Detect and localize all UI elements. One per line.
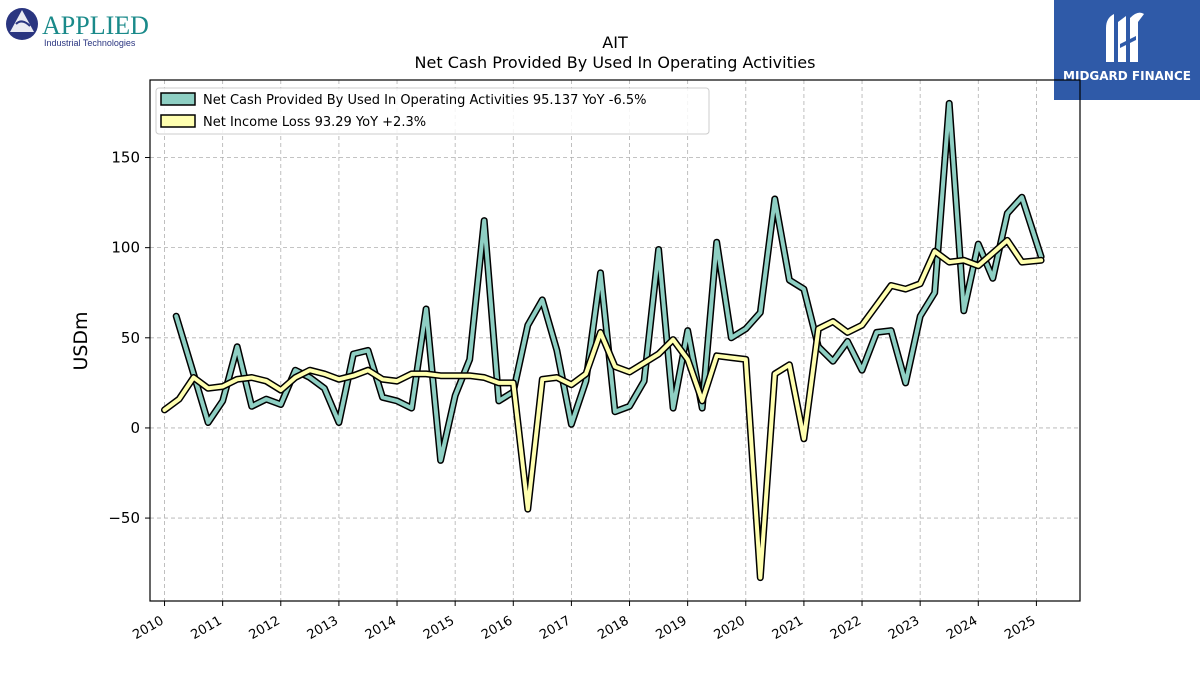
legend-swatch-net-income xyxy=(160,114,196,128)
grid-lines xyxy=(150,80,1080,601)
plot-frame xyxy=(149,79,1081,602)
x-tick-label: 2023 xyxy=(886,613,922,643)
chart-subtitle: Net Cash Provided By Used In Operating A… xyxy=(415,53,816,72)
x-tick-label: 2013 xyxy=(305,613,341,643)
legend-swatch-operating-cash xyxy=(160,92,196,106)
midgard-logo-name: MIDGARD FINANCE xyxy=(1063,69,1191,83)
legend-box xyxy=(155,87,710,135)
x-tick-label: 2018 xyxy=(595,613,631,643)
midgard-emblem-icon xyxy=(1106,12,1144,63)
y-axis-label: USDm xyxy=(70,311,92,370)
y-tick-label: −50 xyxy=(108,509,140,527)
applied-logo-name: APPLIED xyxy=(42,11,149,40)
applied-logo-tagline: Industrial Technologies xyxy=(44,38,136,48)
legend: Net Cash Provided By Used In Operating A… xyxy=(155,87,710,135)
x-tick-label: 2024 xyxy=(944,613,980,643)
x-tick-label: 2011 xyxy=(188,613,224,643)
x-tick-label: 2019 xyxy=(653,613,689,643)
x-tick-label: 2021 xyxy=(770,613,806,643)
legend-label-net-income: Net Income Loss 93.29 YoY +2.3% xyxy=(203,115,426,130)
x-tick-label: 2012 xyxy=(247,613,283,643)
x-tick-label: 2017 xyxy=(537,613,573,643)
legend-label-operating-cash: Net Cash Provided By Used In Operating A… xyxy=(203,93,646,108)
y-tick-label: 100 xyxy=(111,239,140,257)
applied-logo: APPLIED Industrial Technologies xyxy=(4,4,164,52)
x-tick-label: 2010 xyxy=(130,613,166,643)
series-line-operating-cash xyxy=(174,101,1044,463)
x-tick-label: 2022 xyxy=(828,613,864,643)
y-tick-label: 150 xyxy=(111,149,140,167)
y-tick-label: 0 xyxy=(130,419,140,437)
x-tick-label: 2016 xyxy=(479,613,515,643)
y-tick-label: 50 xyxy=(121,329,140,347)
x-tick-label: 2025 xyxy=(1002,613,1038,643)
x-tick-label: 2015 xyxy=(421,613,457,643)
series-line-net-income xyxy=(162,238,1044,580)
x-tick-label: 2020 xyxy=(712,613,748,643)
midgard-finance-logo: MIDGARD FINANCE xyxy=(1054,0,1200,100)
x-tick-label: 2014 xyxy=(363,613,399,643)
chart-title: AIT xyxy=(602,33,628,52)
series-line-operating-cash-outline xyxy=(172,99,1045,464)
series-layer xyxy=(161,99,1045,582)
